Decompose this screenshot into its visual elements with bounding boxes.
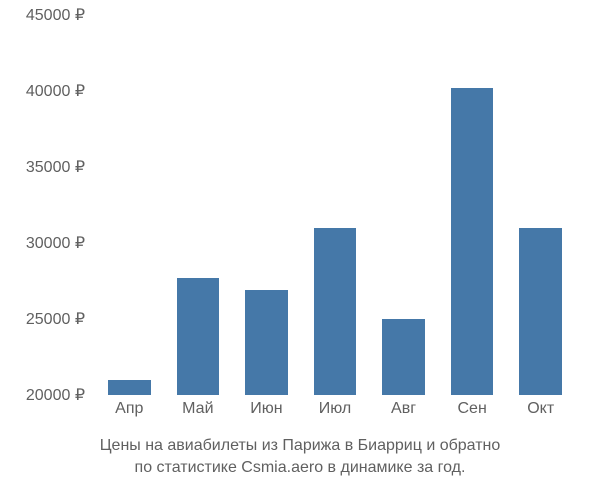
y-tick-label: 45000 ₽: [26, 5, 85, 25]
caption-line-1: Цены на авиабилеты из Парижа в Биарриц и…: [0, 435, 600, 457]
bar: [108, 380, 151, 395]
x-tick-label: Май: [182, 400, 213, 418]
caption-line-2: по статистике Csmia.aero в динамике за г…: [0, 457, 600, 479]
x-tick-label: Июл: [319, 400, 351, 418]
y-tick-label: 35000 ₽: [26, 157, 85, 177]
x-tick-label: Авг: [391, 400, 416, 418]
y-tick-label: 40000 ₽: [26, 81, 85, 101]
chart-caption: Цены на авиабилеты из Парижа в Биарриц и…: [0, 435, 600, 480]
x-axis: Апр Май Июн Июл Авг Сен Окт: [95, 400, 575, 425]
bar: [519, 228, 562, 395]
x-tick-label: Сен: [457, 400, 486, 418]
y-tick-label: 25000 ₽: [26, 309, 85, 329]
x-tick-label: Окт: [527, 400, 554, 418]
bar: [245, 290, 288, 395]
x-tick-label: Июн: [250, 400, 282, 418]
bar: [177, 278, 220, 395]
plot-area: [95, 15, 575, 395]
bar: [382, 319, 425, 395]
y-tick-label: 30000 ₽: [26, 233, 85, 253]
chart-container: 20000 ₽ 25000 ₽ 30000 ₽ 35000 ₽ 40000 ₽ 45000…: [0, 0, 600, 500]
y-axis: 20000 ₽25000 ₽30000 ₽35000 ₽40000 ₽45000…: [0, 15, 90, 395]
bar: [451, 88, 494, 395]
y-tick-label: 20000 ₽: [26, 385, 85, 405]
x-tick-label: Апр: [115, 400, 143, 418]
bar: [314, 228, 357, 395]
